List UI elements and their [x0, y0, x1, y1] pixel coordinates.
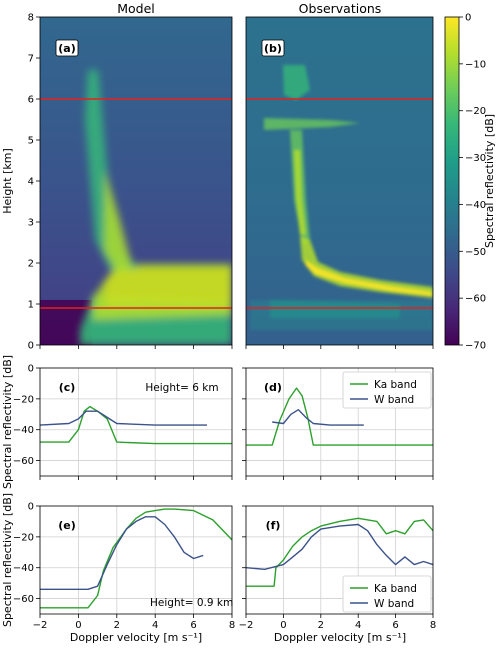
- x-tick-label: 4: [355, 620, 361, 631]
- panel-d: (d) Ka band W band: [242, 367, 434, 480]
- panel-d-label: (d): [264, 381, 282, 394]
- legend-d-ka-label: Ka band: [374, 379, 417, 391]
- y-tick-label: −60: [13, 594, 34, 605]
- x-label-f: Doppler velocity [m s⁻¹]: [274, 631, 406, 644]
- colorbar-label: Spectral reflectivity [dB]: [483, 114, 496, 248]
- colorbar-tick-label: −20: [465, 106, 486, 117]
- x-tick-label: 6: [392, 620, 398, 631]
- panel-f-label: (f): [266, 519, 281, 532]
- series-line-w: [272, 409, 364, 426]
- colorbar-tick-label: −70: [465, 341, 486, 352]
- series-line-ka: [40, 508, 233, 609]
- y-tick-label-a: 1: [28, 300, 34, 311]
- panel-c: −60 −40 −20 0 (c) Height= 6 km Spectral ref…: [1, 355, 233, 489]
- y-tick-label: −40: [13, 563, 34, 574]
- x-tick-label: 2: [318, 620, 324, 631]
- x-tick-label: 0: [280, 620, 286, 631]
- y-label-a: Height [km]: [1, 148, 14, 214]
- colorbar-ticks: 0 −10 −20 −30 −40 −50 −60 −70: [245, 13, 486, 352]
- plot-frame: [39, 505, 233, 615]
- colorbar-tick-label: −30: [465, 153, 486, 164]
- panel-a-title: Model: [117, 1, 155, 16]
- colorbar-tick-label: −50: [465, 247, 486, 258]
- colorbar-tick-label: −40: [465, 200, 486, 211]
- y-tick-label: 0: [28, 502, 34, 513]
- y-axis-a: 0 1 2 3 4 5 6 7 8: [28, 13, 233, 352]
- colorbar-tick-label: −10: [465, 59, 486, 70]
- y-tick-label: −40: [13, 425, 34, 436]
- plot-area: [40, 506, 232, 614]
- y-tick-label: −20: [13, 532, 34, 543]
- x-tick-label: 8: [430, 620, 436, 631]
- legend-f: Ka band W band: [342, 575, 432, 613]
- plot-frame: [245, 505, 434, 615]
- y-tick-label-a: 4: [28, 177, 34, 188]
- panel-b-label: (b): [261, 39, 285, 57]
- colorbar-tick-label: −60: [465, 294, 486, 305]
- panel-e-annotation: Height= 0.9 km: [150, 597, 233, 609]
- y-tick-label-a: 3: [28, 218, 34, 229]
- x-tick-label: 2: [114, 620, 120, 631]
- plot-frame: [39, 367, 233, 477]
- x-tick-label: 8: [229, 620, 235, 631]
- x-label-e: Doppler velocity [m s⁻¹]: [70, 631, 202, 644]
- series-line-w: [40, 516, 204, 590]
- x-tick-label: −2: [33, 620, 48, 631]
- series-line-ka: [246, 517, 434, 587]
- panel-a: Model (a) 0 1 2 3 4 5 6 7 8 Height [km]: [1, 1, 233, 352]
- y-tick-label: −20: [13, 394, 34, 405]
- svg-text:(a): (a): [58, 42, 75, 55]
- x-tick-label: 6: [190, 620, 196, 631]
- panel-b-title: Observations: [299, 1, 382, 16]
- x-tick-label: 4: [152, 620, 158, 631]
- heatmap-b: [246, 17, 433, 345]
- colorbar-tick-label: 0: [465, 13, 471, 24]
- series-line-w: [39, 410, 207, 426]
- y-tick-label-a: 6: [28, 95, 34, 106]
- panel-e-label: (e): [58, 519, 76, 532]
- y-tick-label-a: 7: [28, 54, 34, 65]
- heatmap-a: [40, 17, 232, 345]
- series-line-w: [245, 523, 434, 570]
- colorbar-gradient: [444, 16, 460, 346]
- plot-frame: [245, 367, 434, 477]
- y-tick-label: −60: [13, 456, 34, 467]
- y-tick-label-a: 8: [28, 13, 34, 24]
- y-label-c: Spectral reflectivity [dB]: [1, 355, 14, 489]
- panel-e: −60−40−200−2 0 2 4 6 8 (e) Height= 0.9 km Spe…: [1, 493, 235, 644]
- panel-b: Observations (b): [245, 1, 434, 346]
- legend-d-w-label: W band: [374, 394, 414, 406]
- panel-c-label: (c): [59, 381, 76, 394]
- panel-c-annotation: Height= 6 km: [145, 382, 218, 394]
- legend-f-w-label: W band: [374, 598, 414, 610]
- panel-f: −2 0 2 4 6 8 (f) Ka band W band Doppler veloc…: [239, 505, 436, 644]
- panel-a-label: (a): [55, 39, 79, 57]
- y-label-e: Spectral reflectivity [dB]: [1, 493, 14, 627]
- x-tick-label: −2: [239, 620, 254, 631]
- y-tick-label-a: 5: [28, 136, 34, 147]
- y-tick-label-a: 2: [28, 259, 34, 270]
- legend-f-ka-label: Ka band: [374, 583, 417, 595]
- svg-text:(b): (b): [264, 42, 282, 55]
- x-tick-label: 0: [75, 620, 81, 631]
- y-tick-label: 0: [28, 364, 34, 375]
- colorbar: 0 −10 −20 −30 −40 −50 −60 −70 Spectral reflecti…: [245, 13, 496, 352]
- legend-d: Ka band W band: [342, 371, 432, 409]
- series-line-ka: [246, 387, 433, 446]
- y-tick-label-a: 0: [28, 341, 34, 352]
